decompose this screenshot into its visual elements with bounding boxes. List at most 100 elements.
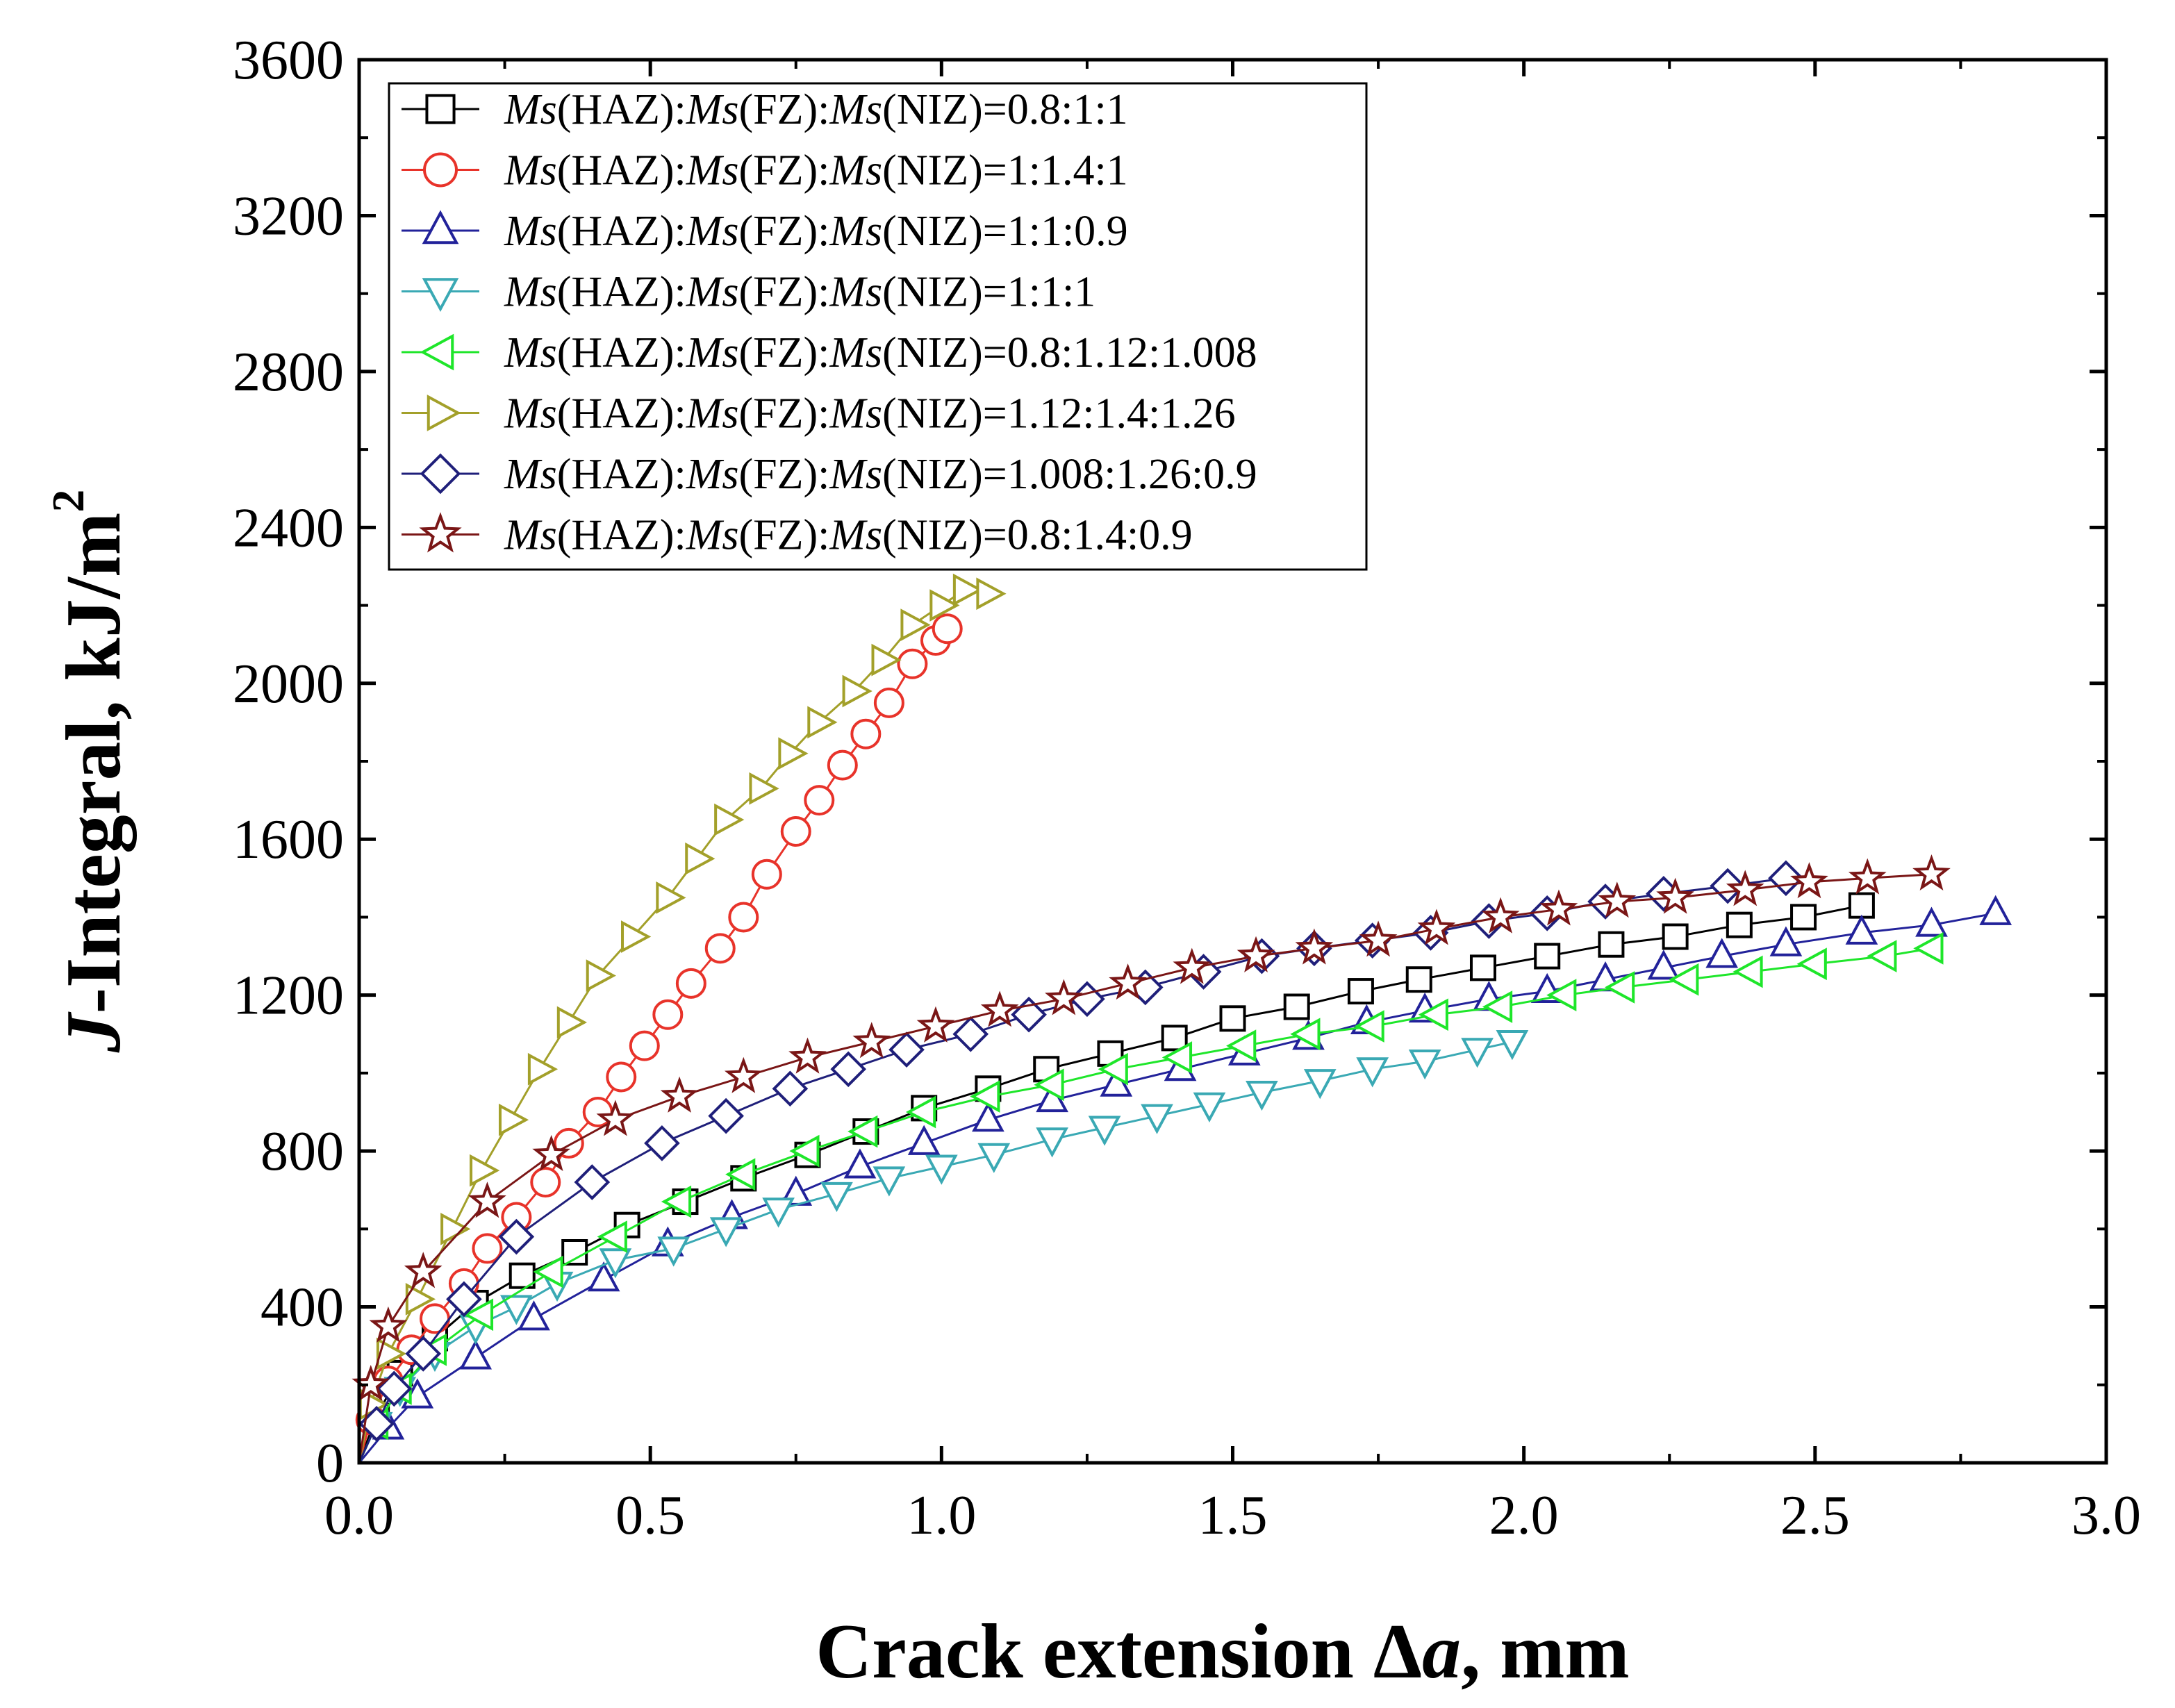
triangle-left-marker-icon <box>420 333 454 371</box>
circle-marker-icon <box>423 152 458 188</box>
data-point <box>419 1303 450 1334</box>
data-point <box>1193 1092 1226 1122</box>
series-line <box>358 912 1996 1464</box>
x-tick-label: 1.5 <box>1198 1485 1268 1546</box>
data-point <box>1295 928 1334 965</box>
data-point <box>905 1095 936 1129</box>
legend-entry-3: Ms(HAZ):Ms(FZ):Ms(NIZ)=1:1:0.9 <box>402 208 1128 255</box>
data-point <box>533 1255 563 1288</box>
data-point <box>657 1236 690 1267</box>
data-point <box>916 1006 955 1043</box>
data-point <box>527 1052 559 1086</box>
legend-box <box>388 82 1368 571</box>
data-point <box>852 1022 891 1059</box>
data-point <box>1796 947 1827 981</box>
data-point <box>472 1233 503 1264</box>
data-point <box>807 706 838 739</box>
data-point <box>508 1262 536 1289</box>
x-tick-label: 3.0 <box>2071 1485 2141 1546</box>
y-tick-label: 400 <box>260 1277 344 1338</box>
data-point <box>1408 1050 1441 1080</box>
data-point <box>596 1100 635 1136</box>
data-point <box>599 1248 632 1279</box>
data-point <box>1647 950 1680 980</box>
data-point <box>897 648 928 679</box>
data-point <box>804 785 835 816</box>
data-point <box>1359 920 1398 957</box>
data-point <box>907 1125 941 1155</box>
legend: Ms(HAZ):Ms(FZ):Ms(NIZ)=0.8:1:1 Ms(HAZ):Ms… <box>388 82 1368 571</box>
y-tick-label: 2000 <box>233 654 344 715</box>
data-point <box>847 1115 878 1148</box>
data-point <box>1034 1068 1064 1102</box>
data-point <box>772 1070 809 1107</box>
data-point <box>1662 923 1689 950</box>
data-point <box>1088 1116 1121 1146</box>
data-point <box>714 803 745 836</box>
data-point <box>1098 1052 1128 1086</box>
data-point <box>656 881 686 914</box>
data-point <box>873 1166 906 1197</box>
data-point <box>709 1217 743 1247</box>
data-point <box>606 1061 637 1093</box>
legend-label: Ms(HAZ):Ms(FZ):Ms(NIZ)=0.8:1:1 <box>504 86 1128 133</box>
data-point <box>843 1148 877 1179</box>
data-point <box>871 643 902 677</box>
x-axis-title: Crack extension Δa, mm <box>816 1609 1629 1695</box>
data-point <box>1226 1029 1257 1062</box>
data-point <box>977 1143 1011 1173</box>
data-point <box>1283 993 1310 1020</box>
data-point <box>1913 931 1944 965</box>
data-point <box>1481 897 1520 934</box>
data-point <box>827 749 858 781</box>
y-tick-label: 0 <box>316 1433 344 1494</box>
x-tick-label: 0.5 <box>615 1485 685 1546</box>
x-axis-title-unit: , mm <box>1461 1609 1630 1695</box>
data-point <box>661 1185 692 1218</box>
series-line <box>358 904 1862 1464</box>
y-tick-label: 1600 <box>233 809 344 870</box>
y-tick-label: 3200 <box>233 185 344 247</box>
data-point <box>1161 1041 1193 1074</box>
data-point <box>1726 911 1753 938</box>
data-point <box>1161 1025 1188 1052</box>
data-point <box>970 1080 1000 1113</box>
data-point <box>644 1125 680 1161</box>
data-point <box>932 613 963 645</box>
series-4 <box>358 1030 1529 1464</box>
data-point <box>1598 881 1637 918</box>
data-point <box>574 1164 611 1200</box>
data-point <box>446 1281 482 1318</box>
data-point <box>369 1306 408 1343</box>
data-point <box>1469 954 1496 981</box>
legend-label: Ms(HAZ):Ms(FZ):Ms(NIZ)=0.8:1.12:1.008 <box>504 329 1257 376</box>
legend-entry-6: Ms(HAZ):Ms(FZ):Ms(NIZ)=1.12:1.4:1.26 <box>402 390 1236 438</box>
data-point <box>888 1031 925 1068</box>
data-point <box>1036 1127 1068 1158</box>
data-point <box>1482 990 1513 1023</box>
data-point <box>1915 906 1948 937</box>
data-point <box>900 608 931 641</box>
series-line <box>358 947 1932 1464</box>
square-marker-icon <box>425 94 456 124</box>
data-point <box>675 968 706 999</box>
data-point <box>1539 889 1578 926</box>
series-line <box>358 873 1932 1464</box>
data-point <box>873 687 904 718</box>
axis-layer: 0.0 0.5 1.0 1.5 2.0 2.5 3.0 0 400 800 1200 1600 2000… <box>233 30 2141 1546</box>
data-point <box>530 1167 561 1197</box>
data-point <box>1546 979 1577 1012</box>
data-point <box>1604 971 1635 1004</box>
x-axis-title-var: a <box>1422 1609 1461 1695</box>
data-point <box>404 1252 443 1288</box>
series-line <box>358 877 1787 1464</box>
data-point <box>1109 963 1147 1000</box>
data-point <box>1867 940 1897 972</box>
data-point <box>842 674 873 708</box>
data-point <box>1141 1104 1173 1134</box>
data-point <box>518 1300 550 1331</box>
y-tick-label: 3600 <box>233 30 344 91</box>
legend-entry-8: Ms(HAZ):Ms(FZ):Ms(NIZ)=0.8:1.4:0.9 <box>402 512 1193 559</box>
data-point <box>1303 1069 1337 1100</box>
